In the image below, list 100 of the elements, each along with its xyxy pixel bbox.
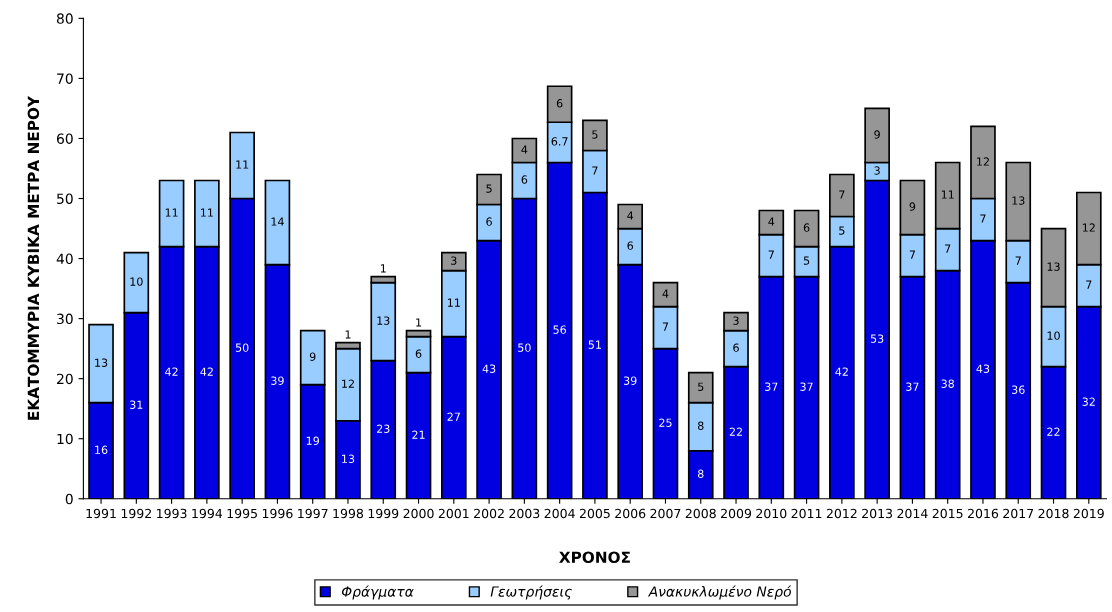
data-label: 11 bbox=[236, 160, 249, 169]
x-tick-label: 2014 bbox=[897, 508, 928, 519]
y-tick-label: 20 bbox=[57, 373, 73, 385]
data-label: 13 bbox=[1012, 196, 1025, 205]
data-label: 53 bbox=[870, 334, 884, 343]
y-tick-label: 60 bbox=[56, 133, 73, 144]
x-tick-label: 2011 bbox=[791, 508, 822, 519]
data-label: 6 bbox=[803, 223, 810, 232]
data-label: 13 bbox=[377, 316, 390, 325]
data-label: 5 bbox=[698, 382, 704, 391]
data-label: 3 bbox=[874, 166, 880, 175]
data-label: 6 bbox=[733, 343, 739, 352]
x-tick-label: 2016 bbox=[967, 508, 999, 519]
data-label: 7 bbox=[662, 322, 669, 331]
data-label: 3 bbox=[733, 316, 739, 325]
x-tick-label: 1999 bbox=[368, 508, 399, 519]
data-label: 16 bbox=[95, 445, 108, 454]
data-label: 6 bbox=[627, 241, 634, 250]
data-label: 10 bbox=[130, 277, 143, 286]
x-tick-label: 2019 bbox=[1073, 508, 1104, 519]
data-label: 13 bbox=[342, 454, 355, 463]
legend-label: Ανακυκλωμένο Νερό bbox=[647, 585, 792, 600]
data-label: 1 bbox=[380, 264, 386, 273]
x-tick-label: 2007 bbox=[650, 508, 681, 519]
data-label: 22 bbox=[1047, 427, 1060, 436]
x-tick-label: 2001 bbox=[438, 508, 469, 519]
data-label: 7 bbox=[1015, 256, 1021, 265]
data-label: 6 bbox=[486, 217, 492, 226]
y-tick-label: 50 bbox=[57, 193, 73, 204]
legend-label: Γεωτρήσεις bbox=[490, 585, 572, 600]
x-tick-label: 1991 bbox=[86, 508, 116, 519]
x-tick-label: 2005 bbox=[579, 508, 610, 519]
data-label: 37 bbox=[765, 382, 778, 391]
data-label: 6 bbox=[521, 175, 528, 184]
data-label: 9 bbox=[309, 352, 316, 361]
data-label: 37 bbox=[906, 382, 919, 391]
data-label: 6.7 bbox=[551, 137, 568, 146]
x-tick-label: 2012 bbox=[826, 508, 857, 519]
data-label: 50 bbox=[518, 343, 531, 352]
data-label: 5 bbox=[803, 256, 810, 265]
data-label: 32 bbox=[1082, 397, 1095, 406]
x-tick-label: 2017 bbox=[1003, 508, 1034, 519]
data-label: 43 bbox=[976, 364, 990, 373]
data-label: 1 bbox=[345, 330, 351, 339]
x-tick-label: 1994 bbox=[192, 508, 223, 519]
data-label: 8 bbox=[697, 421, 704, 430]
data-label: 4 bbox=[627, 211, 634, 220]
data-label: 43 bbox=[482, 364, 496, 373]
x-tick-label: 1995 bbox=[227, 508, 257, 519]
data-label: 42 bbox=[200, 367, 213, 376]
data-label: 12 bbox=[977, 157, 989, 166]
data-label: 7 bbox=[839, 190, 845, 199]
data-label: 11 bbox=[447, 298, 460, 307]
data-label: 6 bbox=[415, 349, 422, 358]
data-label: 6 bbox=[556, 99, 563, 108]
data-label: 39 bbox=[271, 376, 284, 385]
data-label: 11 bbox=[165, 208, 178, 217]
data-label: 42 bbox=[835, 367, 848, 376]
x-tick-label: 2008 bbox=[685, 508, 716, 519]
x-axis-title: ΧΡΟΝΟΣ bbox=[559, 551, 630, 563]
x-tick-label: 2009 bbox=[721, 508, 752, 519]
data-label: 14 bbox=[271, 217, 284, 226]
data-label: 37 bbox=[800, 382, 813, 391]
data-label: 19 bbox=[306, 436, 319, 445]
data-label: 9 bbox=[909, 202, 916, 211]
data-label: 4 bbox=[662, 289, 669, 298]
data-label: 7 bbox=[1086, 280, 1092, 289]
data-label: 56 bbox=[553, 325, 567, 334]
data-label: 36 bbox=[1012, 385, 1025, 394]
data-label: 22 bbox=[729, 427, 742, 436]
x-tick-label: 2015 bbox=[932, 508, 963, 519]
data-label: 51 bbox=[588, 340, 601, 349]
x-tick-label: 1993 bbox=[157, 508, 187, 519]
y-tick-label: 10 bbox=[57, 433, 73, 445]
data-label: 5 bbox=[839, 226, 845, 235]
data-label: 31 bbox=[130, 400, 143, 409]
data-label: 10 bbox=[1047, 331, 1060, 340]
data-label: 12 bbox=[342, 379, 354, 388]
data-label: 13 bbox=[95, 358, 108, 367]
x-tick-label: 2002 bbox=[474, 508, 504, 519]
data-label: 5 bbox=[592, 130, 598, 139]
data-label: 27 bbox=[447, 412, 460, 421]
data-label: 7 bbox=[909, 250, 915, 259]
y-tick-label: 70 bbox=[57, 73, 73, 84]
x-tick-label: 2018 bbox=[1038, 508, 1069, 519]
x-tick-label: 2006 bbox=[615, 508, 646, 519]
data-label: 13 bbox=[1047, 262, 1060, 271]
y-tick-label: 40 bbox=[56, 253, 73, 265]
data-label: 3 bbox=[451, 256, 457, 265]
x-tick-label: 2000 bbox=[403, 508, 434, 519]
y-tick-label: 80 bbox=[56, 13, 73, 24]
data-label: 11 bbox=[201, 208, 213, 217]
x-tick-label: 2013 bbox=[862, 508, 893, 519]
x-tick-label: 2004 bbox=[544, 508, 575, 519]
y-axis-title: ΕΚΑΤΟΜΜΥΡΙΑ ΚΥΒΙΚΑ ΜΕΤΡΑ ΝΕΡΟΥ bbox=[27, 95, 40, 420]
legend-label: Φράγματα bbox=[341, 585, 414, 600]
data-label: 5 bbox=[486, 184, 492, 193]
data-label: 7 bbox=[945, 244, 951, 253]
data-label: 7 bbox=[768, 250, 774, 259]
data-label: 39 bbox=[623, 376, 637, 385]
